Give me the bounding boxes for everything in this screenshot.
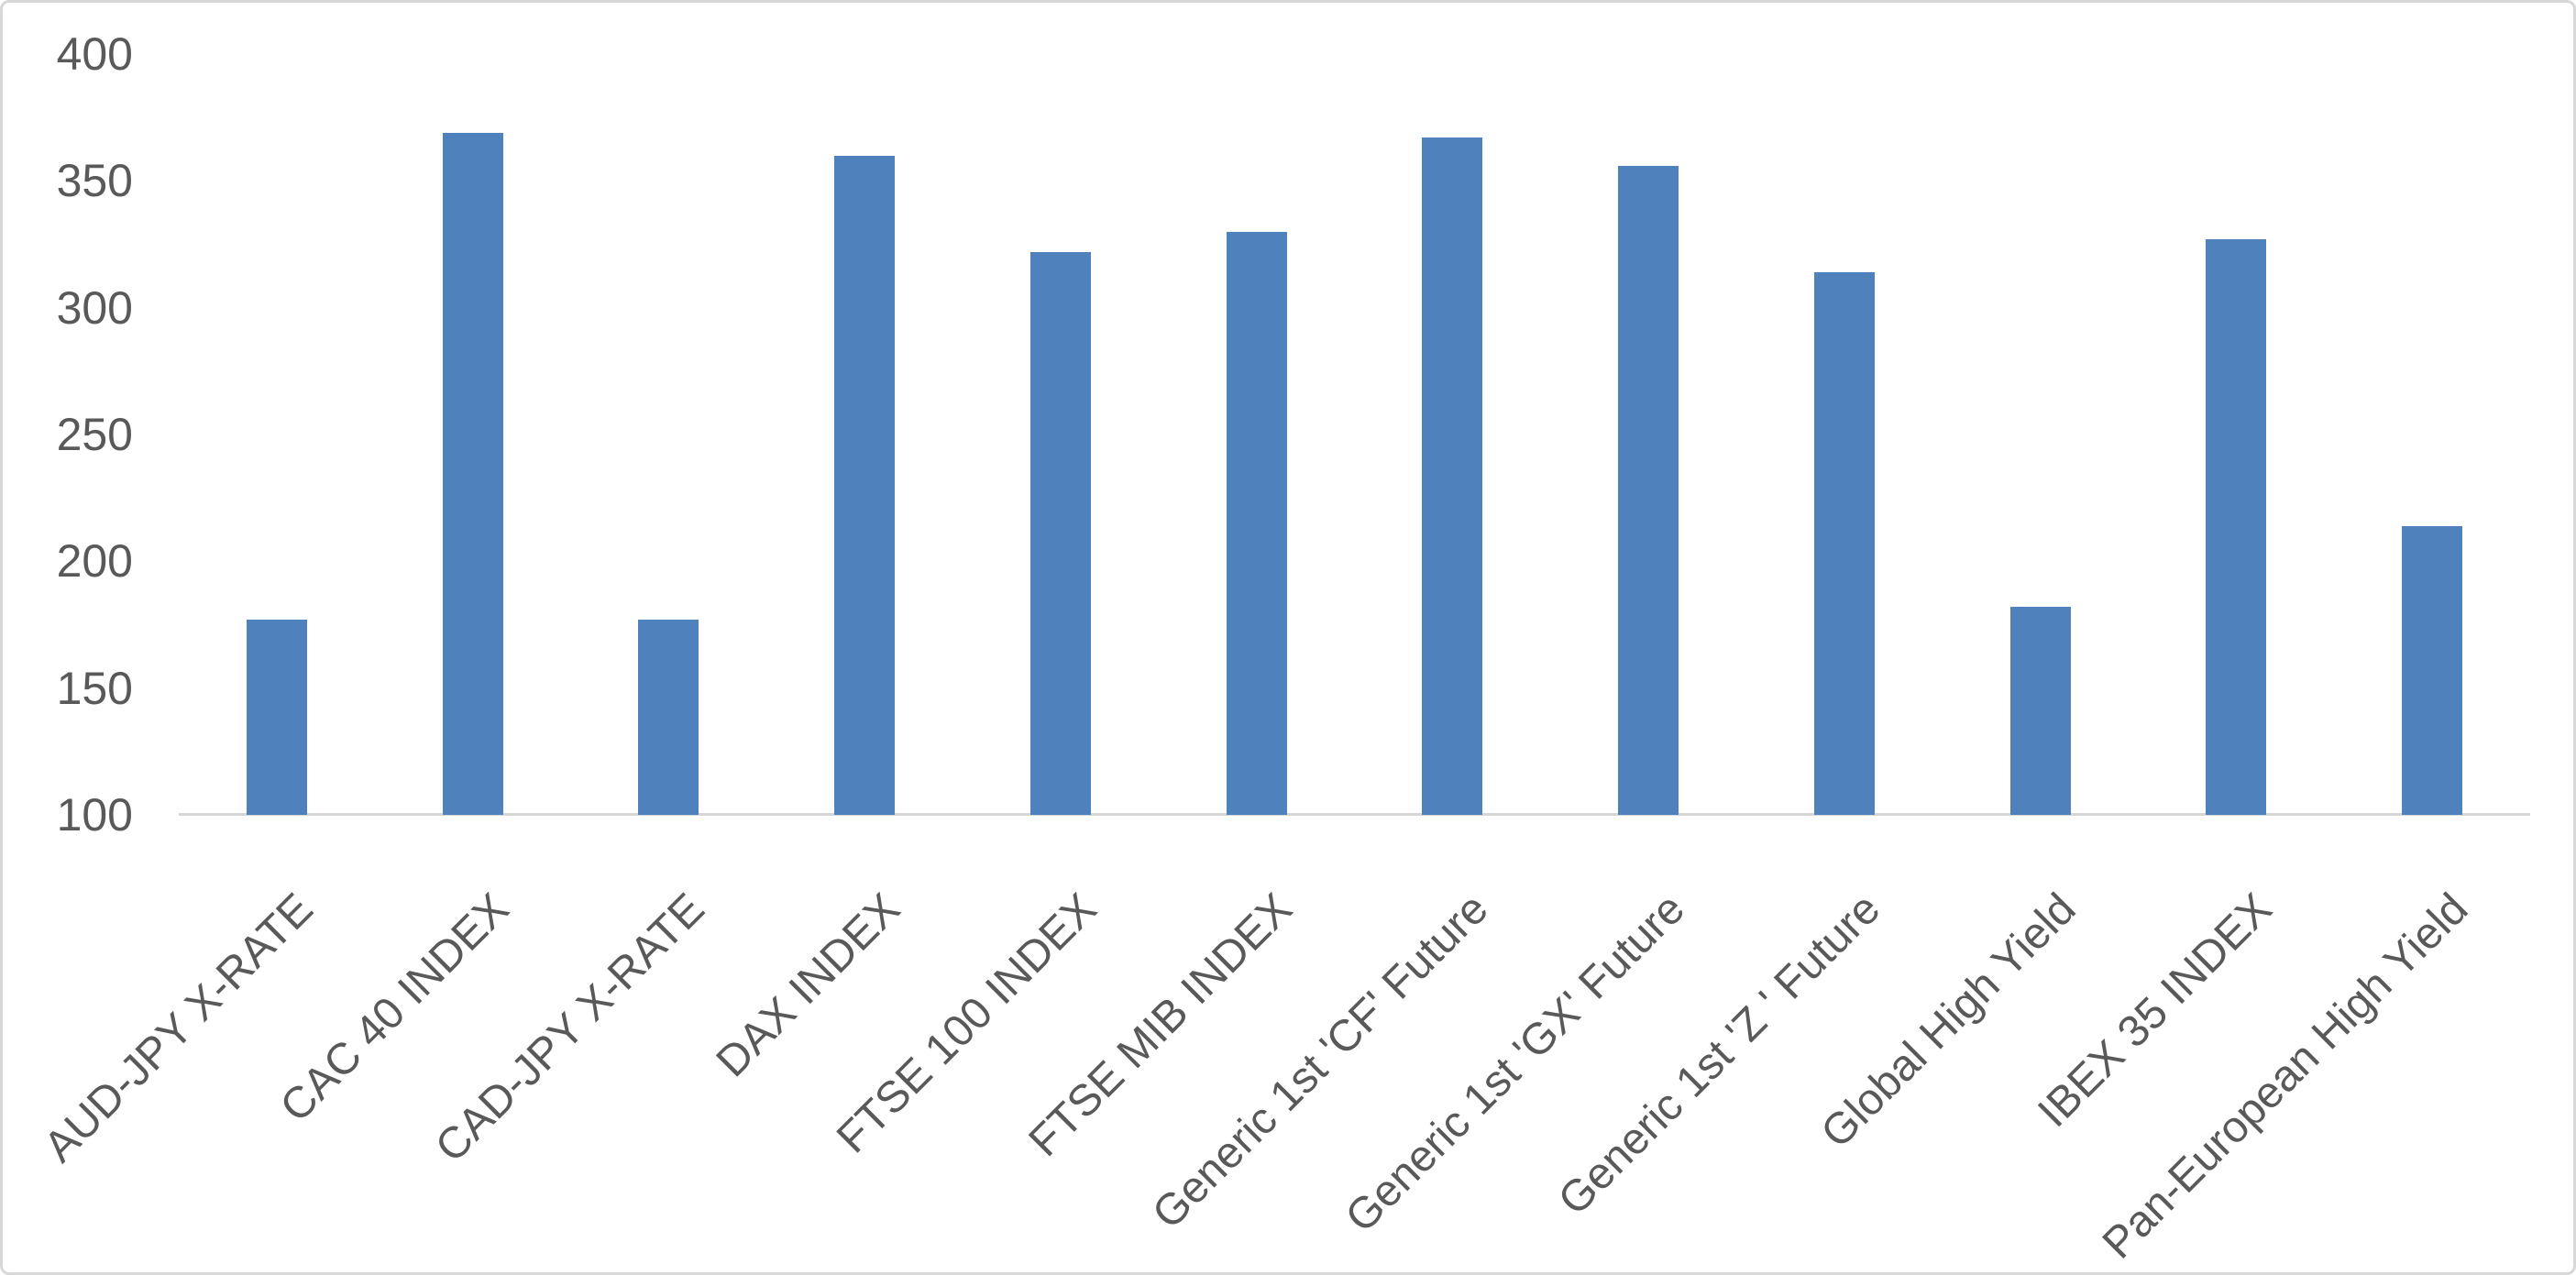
bar [1029, 251, 1091, 815]
x-axis-category-label: DAX INDEX [708, 884, 910, 1087]
bar [1422, 137, 1483, 815]
bar [834, 155, 896, 815]
y-axis-tick-label: 300 [56, 281, 133, 334]
y-axis-tick-label: 150 [56, 662, 133, 714]
x-axis-category-label: AUD-JPY X-RATE [34, 884, 323, 1172]
y-axis-tick-label: 250 [56, 409, 133, 460]
y-axis-tick-label: 350 [56, 155, 133, 207]
bar [246, 619, 307, 815]
bar [1618, 165, 1679, 815]
x-axis-category-label: Generic 1st 'Z ' Future [1549, 884, 1890, 1225]
bar [1226, 231, 1287, 815]
bar [2206, 238, 2267, 815]
y-axis-tick-label: 100 [56, 789, 133, 841]
bar [442, 132, 503, 815]
bar [2009, 607, 2071, 815]
x-axis-line [179, 813, 2530, 816]
bar [1813, 271, 1875, 815]
bar [638, 619, 699, 815]
x-axis-category-label: Pan-European High Yield [2093, 884, 2478, 1269]
y-axis-tick-label: 200 [56, 535, 133, 588]
x-axis-category-label: Generic 1st 'CF' Future [1143, 884, 1498, 1239]
y-axis-tick-label: 400 [56, 28, 133, 80]
x-axis-category-label: Generic 1st 'GX' Future [1336, 884, 1694, 1242]
bar [2402, 525, 2463, 815]
